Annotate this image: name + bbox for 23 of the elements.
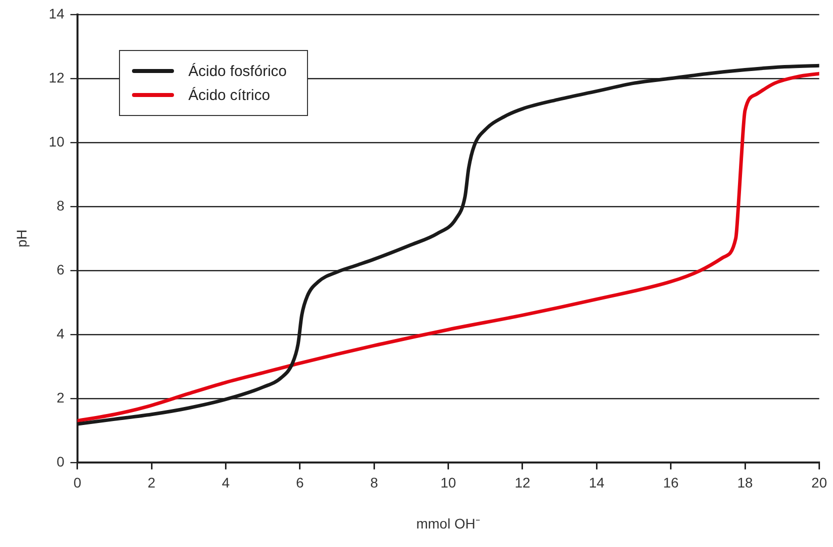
y-tick-label: 14: [48, 5, 65, 22]
y-tick-label: 0: [56, 453, 65, 470]
x-tick-label: 2: [148, 474, 156, 491]
x-tick-label: 18: [737, 474, 754, 491]
x-tick-label: 14: [588, 474, 605, 491]
x-tick-label: 4: [222, 474, 230, 491]
y-tick-label: 8: [56, 197, 65, 214]
legend-label: Ácido cítrico: [188, 86, 270, 104]
x-tick-label: 16: [663, 474, 679, 491]
x-tick-label: 6: [296, 474, 304, 491]
y-tick-label: 2: [56, 389, 65, 406]
y-tick-label: 12: [48, 69, 65, 86]
x-tick-label: 0: [73, 474, 82, 491]
y-tick-label: 6: [56, 261, 65, 278]
y-tick-label: 10: [48, 133, 65, 150]
x-axis-title: mmol OH⁻: [416, 515, 480, 532]
x-tick-label: 12: [514, 474, 530, 491]
x-tick-label: 10: [440, 474, 456, 491]
legend-label: Ácido fosfórico: [188, 62, 287, 80]
y-axis-title: pH: [13, 229, 30, 248]
y-tick-label: 4: [56, 325, 65, 342]
x-tick-label: 20: [811, 474, 828, 491]
x-tick-label: 8: [370, 474, 378, 491]
